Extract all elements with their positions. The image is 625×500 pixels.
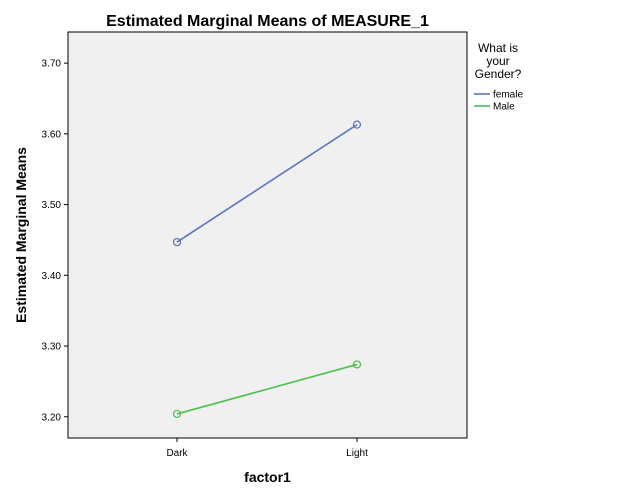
y-tick-label: 3.40 [42, 271, 62, 282]
data-point-female [352, 120, 362, 129]
x-tick-label: Light [346, 448, 368, 459]
axis-layer: 3.20 3.30 3.40 3.50 3.60 3.70 Dark Light [42, 59, 369, 459]
data-point-male [172, 409, 182, 419]
y-tick-label: 3.60 [42, 129, 62, 140]
data-point-male [352, 360, 362, 369]
legend-title-line: Gender? [475, 67, 522, 81]
plot-area [67, 31, 468, 439]
y-tick-label: 3.30 [42, 342, 62, 353]
y-tick-label: 3.70 [42, 59, 62, 70]
y-tick-label: 3.20 [42, 412, 62, 423]
legend-title-line: your [486, 54, 509, 68]
x-axis-title: factor1 [244, 469, 291, 485]
chart-title: Estimated Marginal Means of MEASURE_1 [106, 13, 429, 30]
data-point-female [172, 237, 182, 247]
legend-label: Male [493, 102, 515, 113]
legend-title: What is your Gender? [475, 41, 522, 81]
y-tick-label: 3.50 [42, 200, 62, 211]
legend-item-female: female [474, 90, 523, 101]
series-line-female [176, 123, 358, 243]
x-tick-label: Dark [166, 448, 188, 459]
series-layer [172, 120, 362, 419]
legend-item-male: Male [474, 102, 515, 113]
legend-label: female [493, 90, 523, 101]
legend-title-line: What is [478, 41, 518, 55]
y-axis-title: Estimated Marginal Means [13, 147, 29, 323]
series-line-male [176, 363, 358, 415]
